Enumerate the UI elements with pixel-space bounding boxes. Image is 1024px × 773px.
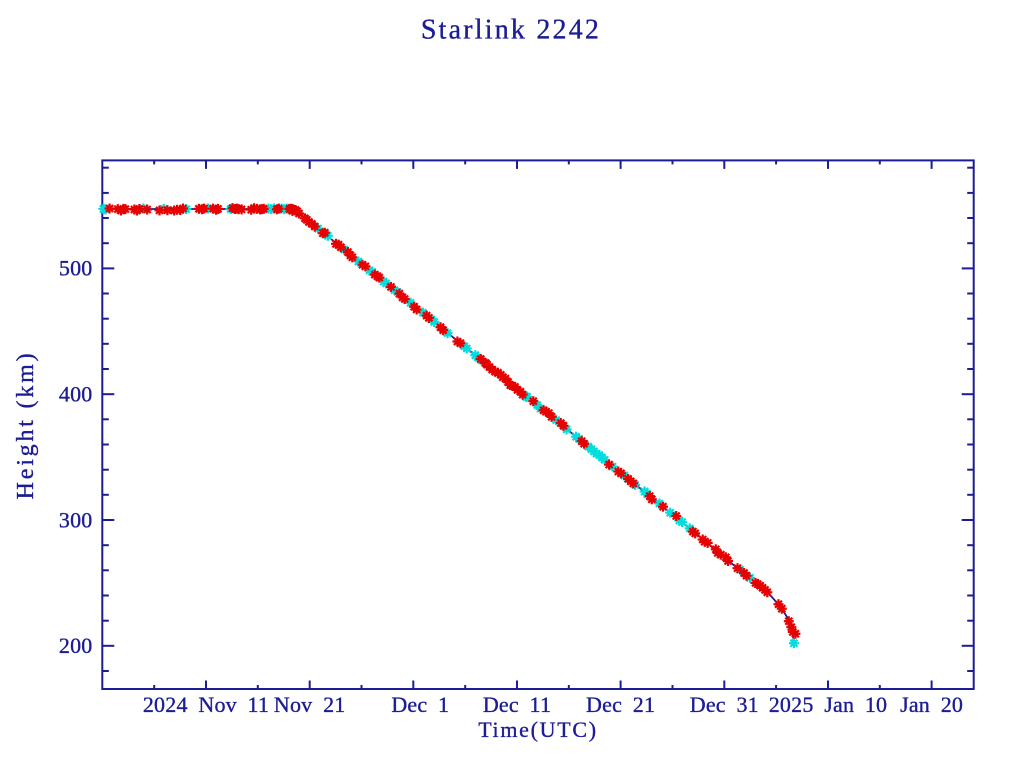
svg-text:200: 200 <box>59 633 93 658</box>
svg-text:500: 500 <box>59 256 93 281</box>
svg-text:Jan 20: Jan 20 <box>900 692 963 717</box>
svg-text:Nov 21: Nov 21 <box>274 692 346 717</box>
svg-text:400: 400 <box>59 382 93 407</box>
svg-text:Dec 11: Dec 11 <box>483 692 551 717</box>
svg-text:Dec 31: Dec 31 <box>690 692 759 717</box>
svg-text:Dec 1: Dec 1 <box>391 692 449 717</box>
svg-text:Time(UTC): Time(UTC) <box>478 717 598 742</box>
svg-text:300: 300 <box>59 507 93 532</box>
svg-text:2024 Nov 11: 2024 Nov 11 <box>143 692 269 717</box>
svg-text:Height (km): Height (km) <box>13 351 39 500</box>
svg-text:Starlink 2242: Starlink 2242 <box>421 14 601 45</box>
svg-text:2025 Jan 10: 2025 Jan 10 <box>769 692 888 717</box>
svg-text:Dec 21: Dec 21 <box>586 692 655 717</box>
